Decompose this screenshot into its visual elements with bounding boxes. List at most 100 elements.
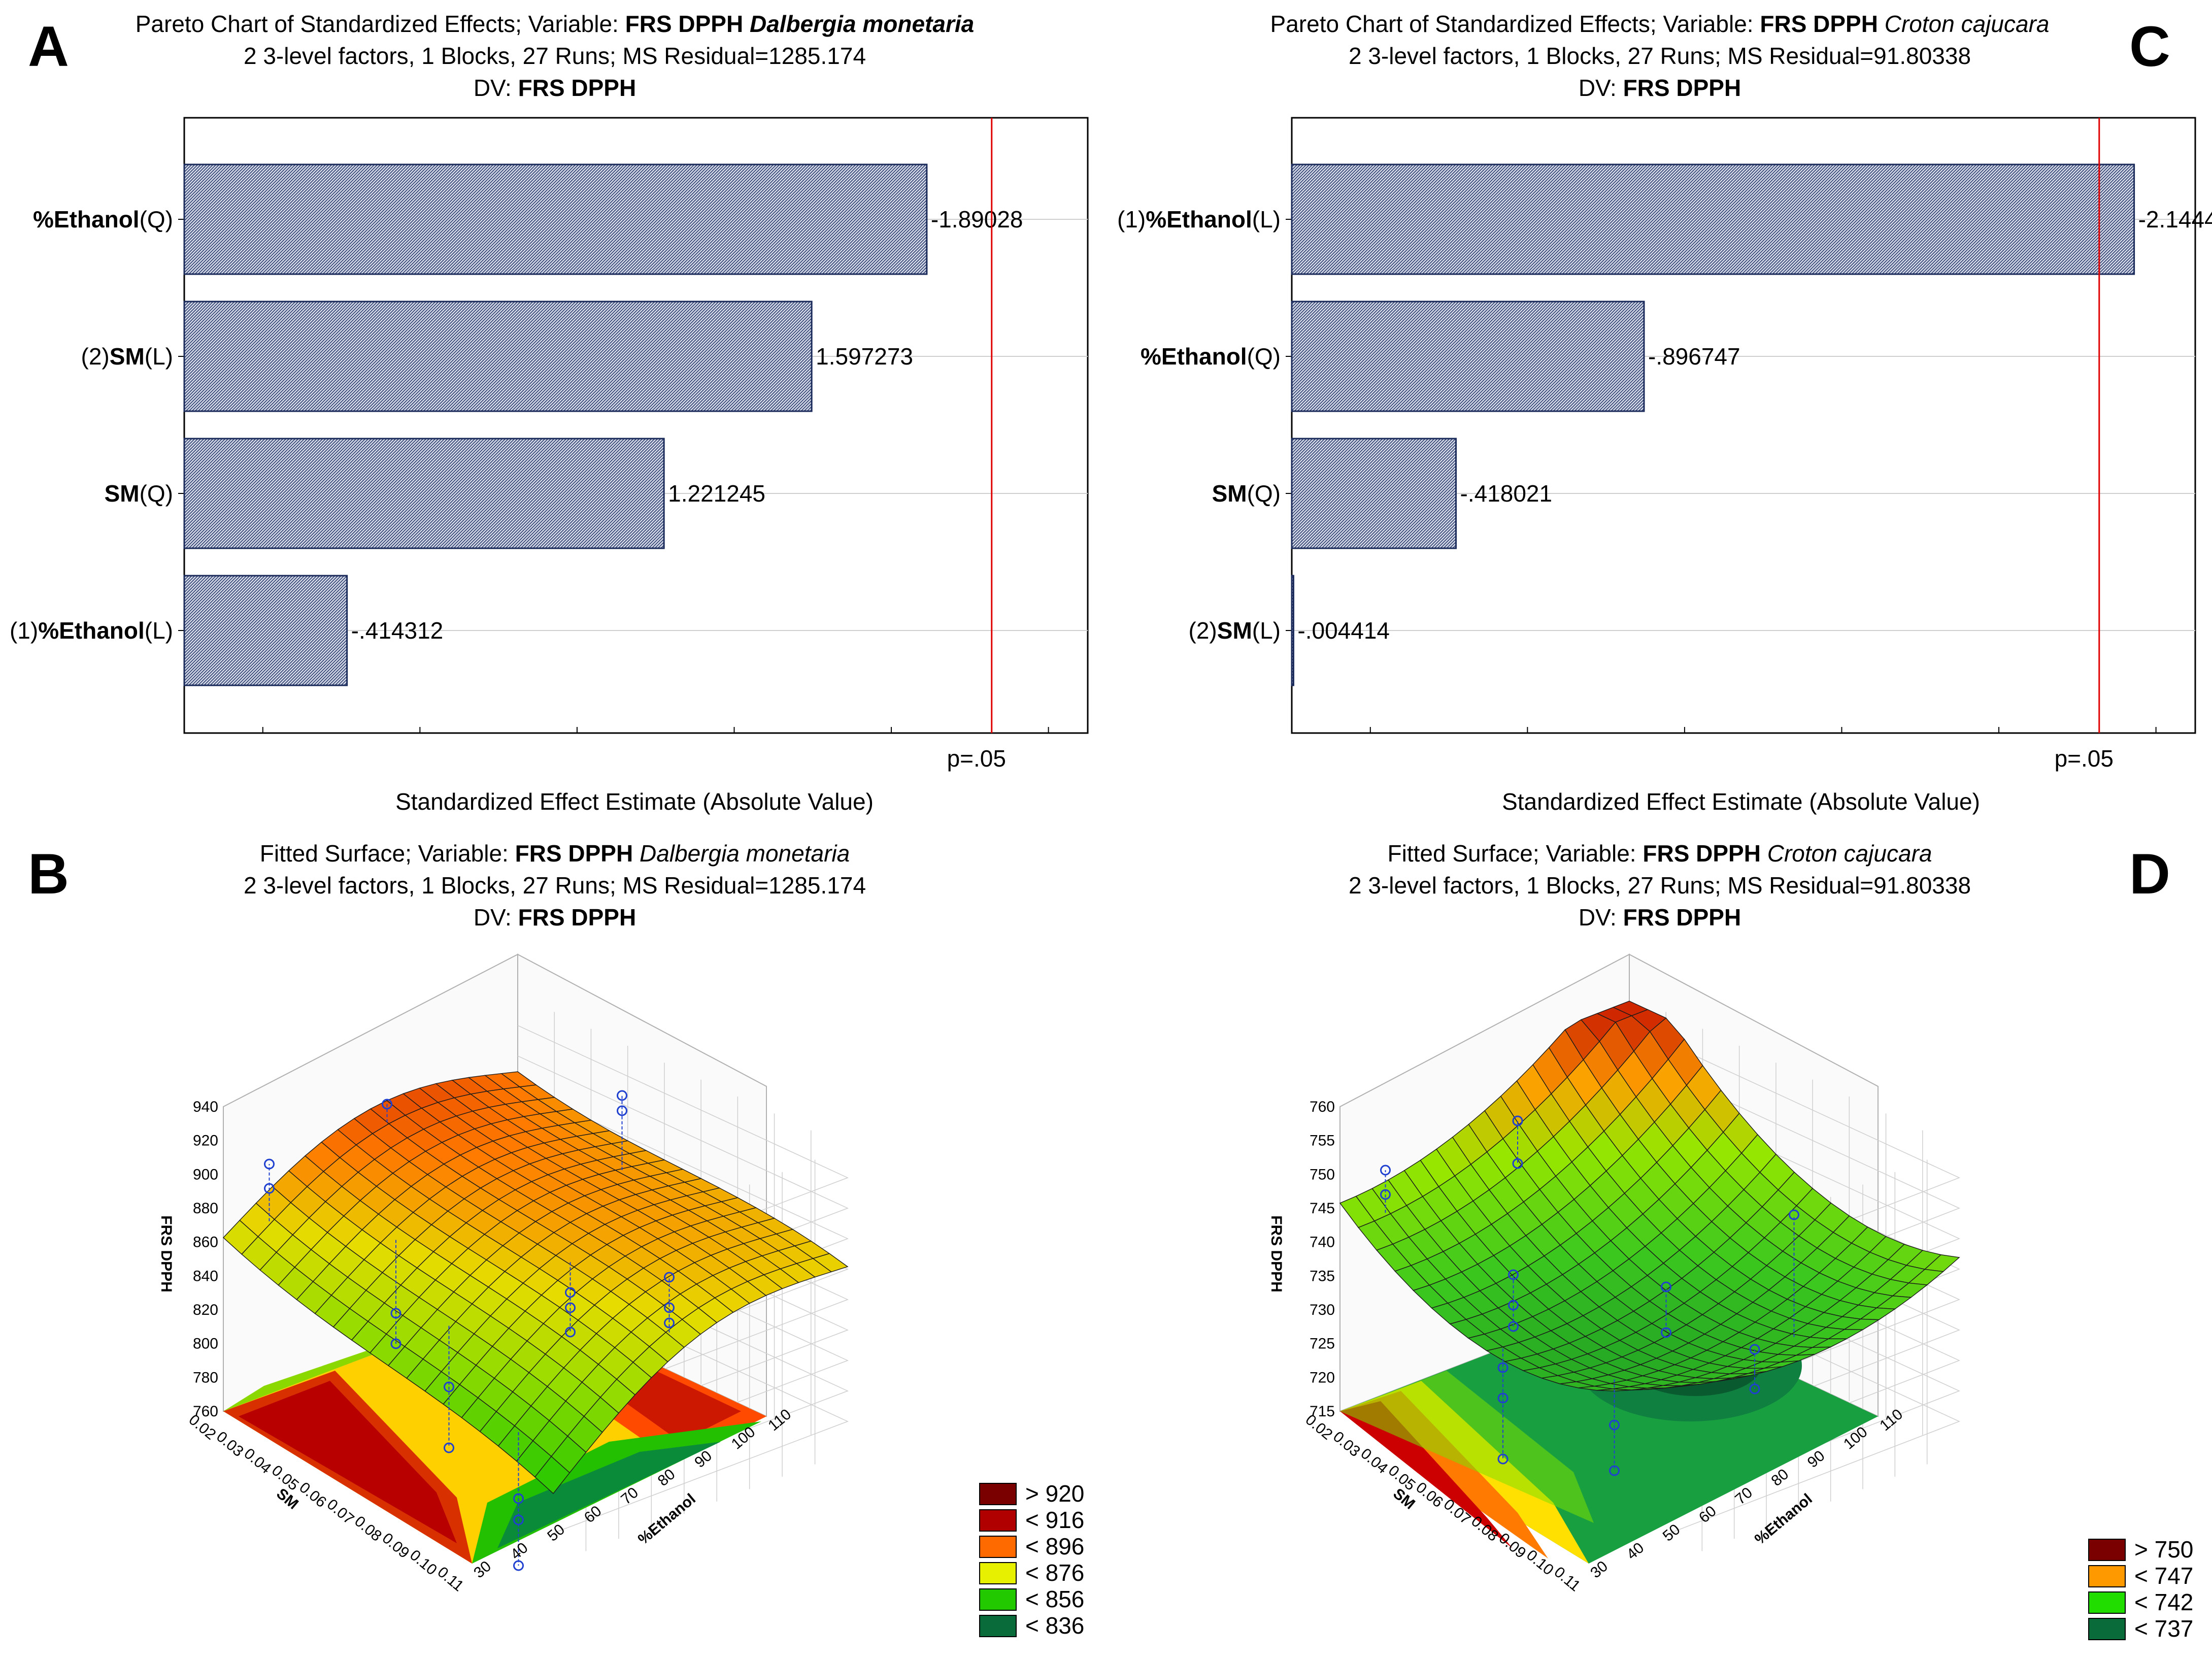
z-tick-label-d: 740: [1310, 1234, 1335, 1251]
value-label-a-2: 1.221245: [668, 480, 765, 507]
y-tick-label-d: 0.10: [1523, 1547, 1557, 1579]
category-label-c-0: (1)%Ethanol(L): [1117, 206, 1281, 233]
y-tick-label-b: 0.07: [324, 1496, 357, 1528]
legend-swatch-b: [979, 1615, 1017, 1637]
z-tick-label-b: 780: [193, 1369, 218, 1386]
category-label-c-1: %Ethanol(Q): [1141, 343, 1281, 370]
z-tick-label-b: 880: [193, 1200, 218, 1217]
z-tick-label-d: 735: [1310, 1268, 1335, 1284]
y-tick-label-b: 0.10: [407, 1547, 440, 1579]
z-tick-label-b: 860: [193, 1234, 218, 1251]
bar-a-2: [183, 438, 665, 549]
observed-point-b: [617, 1090, 627, 1101]
observed-point-b: [664, 1302, 675, 1313]
y-tick-label-b: 0.08: [351, 1513, 385, 1545]
bar-c-2: [1291, 438, 1457, 549]
legend-label-b: < 856: [1025, 1586, 1084, 1612]
panel-letter-c: C: [2129, 15, 2170, 78]
legend-b: > 920< 916< 896< 876< 856< 836: [979, 1480, 1084, 1639]
z-tick-label-d: 720: [1310, 1369, 1335, 1386]
legend-swatch-d: [2088, 1565, 2126, 1587]
z-tick-label-d: 750: [1310, 1166, 1335, 1183]
legend-label-b: < 836: [1025, 1612, 1084, 1639]
z-tick-label-d: 755: [1310, 1133, 1335, 1149]
chart-title-c: Pareto Chart of Standardized Effects; Va…: [1270, 11, 2050, 37]
chart-dv-b: DV: FRS DPPH: [474, 904, 636, 931]
observed-point-b: [664, 1272, 675, 1283]
observed-points-d: [1380, 1115, 1799, 1476]
surface-chart-d: Fitted Surface; Variable: FRS DPPH Croto…: [1268, 840, 2193, 1642]
threshold-label-c: p=.05: [2055, 745, 2114, 772]
bar-c-3: [1291, 575, 1294, 686]
fitted-surface-b: [223, 1071, 849, 1495]
bar-a-1: [183, 301, 813, 412]
x-axis-label-b: %Ethanol: [635, 1490, 699, 1548]
y-tick-label-d: 0.04: [1357, 1445, 1391, 1477]
y-axis-label-d: SM: [1390, 1485, 1418, 1513]
z-tick-label-d: 760: [1310, 1099, 1335, 1115]
plot-frame-a: [183, 117, 1089, 734]
y-tick-label-b: 0.09: [379, 1530, 413, 1562]
z-tick-label-b: 900: [193, 1166, 218, 1183]
chart-title-d: Fitted Surface; Variable: FRS DPPH Croto…: [1388, 840, 1932, 867]
pareto-chart-a: Pareto Chart of Standardized Effects; Va…: [10, 11, 1089, 815]
value-label-a-0: -1.89028: [931, 206, 1023, 233]
category-label-a-2: SM(Q): [105, 480, 173, 507]
legend-swatch-d: [2088, 1618, 2126, 1640]
y-tick-label-b: 0.11: [434, 1564, 467, 1595]
x-axis-label-d: %Ethanol: [1752, 1490, 1816, 1548]
legend-swatch-d: [2088, 1591, 2126, 1614]
legend-swatch-b: [979, 1509, 1017, 1532]
y-tick-label-d: 0.11: [1551, 1564, 1584, 1595]
observed-points-b: [264, 1090, 675, 1571]
observed-point-d: [1661, 1327, 1671, 1338]
x-tick-label-d: 110: [1876, 1406, 1906, 1434]
z-tick-label-b: 940: [193, 1099, 218, 1115]
threshold-label-a: p=.05: [947, 745, 1006, 772]
z-tick-label-d: 730: [1310, 1302, 1335, 1318]
observed-point-b: [565, 1326, 576, 1338]
legend-label-d: < 747: [2134, 1563, 2193, 1589]
z-tick-label-b: 800: [193, 1336, 218, 1352]
bar-c-1: [1291, 301, 1645, 412]
chart-dv-a: DV: FRS DPPH: [474, 75, 636, 101]
x-axis-label-a: Standardized Effect Estimate (Absolute V…: [395, 788, 874, 815]
surface-cell-b: [223, 1219, 259, 1255]
y-tick-label-d: 0.03: [1330, 1428, 1363, 1460]
legend-label-b: < 916: [1025, 1507, 1084, 1533]
observed-point-d: [1512, 1158, 1523, 1169]
legend-label-d: < 737: [2134, 1615, 2193, 1642]
pareto-chart-c: Pareto Chart of Standardized Effects; Va…: [1117, 11, 2212, 815]
z-axis-label-d: FRS DPPH: [1268, 1215, 1285, 1292]
legend-label-b: > 920: [1025, 1480, 1084, 1507]
value-label-c-1: -.896747: [1648, 343, 1740, 370]
chart-subtitle-c: 2 3-level factors, 1 Blocks, 27 Runs; MS…: [1349, 43, 1971, 69]
legend-swatch-d: [2088, 1539, 2126, 1561]
y-tick-label-b: 0.06: [296, 1479, 329, 1511]
y-tick-label-b: 0.04: [241, 1445, 274, 1477]
observed-point-b: [390, 1338, 401, 1349]
legend-label-d: < 742: [2134, 1589, 2193, 1615]
observed-point-d: [1497, 1362, 1509, 1373]
value-label-c-2: -.418021: [1460, 480, 1553, 507]
legend-label-d: > 750: [2134, 1536, 2193, 1563]
bar-a-3: [183, 575, 348, 686]
plot-frame-c: [1291, 117, 2196, 734]
observed-point-d: [1749, 1383, 1760, 1395]
observed-point-b: [513, 1560, 524, 1571]
z-tick-label-d: 725: [1310, 1336, 1335, 1352]
observed-point-b: [664, 1317, 675, 1329]
panel-letter-b: B: [28, 842, 69, 906]
observed-point-b: [264, 1183, 275, 1194]
observed-point-d: [1749, 1344, 1760, 1355]
observed-point-d: [1497, 1453, 1509, 1465]
observed-point-d: [1508, 1321, 1519, 1332]
chart-title-a: Pareto Chart of Standardized Effects; Va…: [136, 11, 974, 37]
observed-point-d: [1789, 1209, 1799, 1220]
z-tick-label-b: 820: [193, 1302, 218, 1318]
legend-swatch-b: [979, 1483, 1017, 1505]
bar-a-0: [183, 163, 928, 275]
surface-chart-b: Fitted Surface; Variable: FRS DPPH Dalbe…: [158, 840, 1084, 1639]
observed-point-d: [1380, 1189, 1391, 1200]
